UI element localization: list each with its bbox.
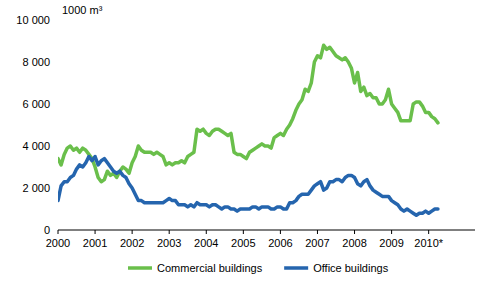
x-tick (95, 230, 96, 234)
y-tick-label: 10 000 (16, 14, 50, 26)
series-line (58, 157, 438, 216)
x-tick-label: 2008 (342, 237, 366, 249)
y-tick-label: 2 000 (22, 182, 50, 194)
y-tick-label: 8 000 (22, 56, 50, 68)
y-tick-label: 0 (44, 224, 50, 236)
x-tick-label: 2002 (120, 237, 144, 249)
x-tick (317, 230, 318, 234)
x-tick (391, 230, 392, 234)
x-axis (58, 230, 475, 231)
x-tick-label: 2010* (414, 237, 443, 249)
x-tick (58, 230, 59, 234)
x-tick-label: 2000 (46, 237, 70, 249)
y-tick (55, 146, 58, 147)
x-tick (206, 230, 207, 234)
chart: 0 2 000 4 000 6 000 8 000 10 000 1000 m³ 2000 20… (0, 0, 492, 289)
legend-swatch (284, 266, 308, 270)
y-tick (55, 20, 58, 21)
y-tick (55, 104, 58, 105)
y-tick-label: 6 000 (22, 98, 50, 110)
x-tick-label: 2001 (83, 237, 107, 249)
y-tick-label: 4 000 (22, 140, 50, 152)
legend: Commercial buildings Office buildings (128, 262, 389, 274)
y-axis-label: 1000 m³ (62, 4, 103, 16)
x-tick (169, 230, 170, 234)
series-line (58, 45, 438, 182)
x-tick-label: 2006 (268, 237, 292, 249)
x-tick (243, 230, 244, 234)
x-tick-label: 2003 (157, 237, 181, 249)
x-tick (132, 230, 133, 234)
x-tick (354, 230, 355, 234)
legend-label: Office buildings (313, 262, 389, 274)
y-tick (55, 62, 58, 63)
plot-area (58, 45, 438, 215)
x-tick-label: 2004 (194, 237, 218, 249)
legend-swatch (128, 266, 152, 270)
x-tick (280, 230, 281, 234)
y-tick (55, 188, 58, 189)
x-tick (428, 230, 429, 234)
x-tick-label: 2005 (231, 237, 255, 249)
x-tick-label: 2009 (379, 237, 403, 249)
legend-label: Commercial buildings (157, 262, 263, 274)
x-tick-label: 2007 (305, 237, 329, 249)
